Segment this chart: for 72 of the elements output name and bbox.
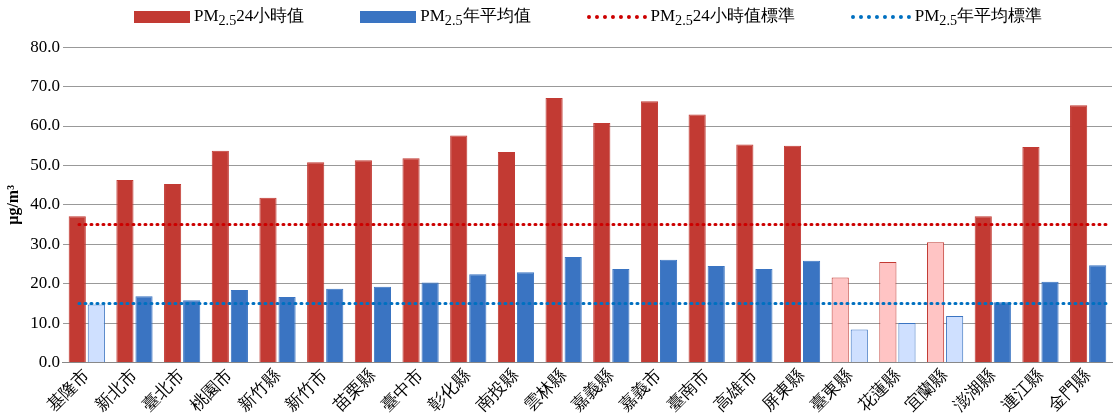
bar	[545, 98, 563, 363]
bar	[402, 158, 420, 363]
bar	[564, 256, 582, 363]
x-tick-label: 新竹縣	[234, 365, 284, 415]
y-tick-label: 20.0	[30, 273, 60, 293]
x-tick-label: 雲林縣	[520, 365, 570, 415]
bar	[230, 289, 248, 363]
bar	[307, 162, 325, 363]
bar	[211, 150, 229, 363]
bar	[68, 216, 86, 363]
bar	[373, 286, 392, 363]
bar	[755, 269, 773, 363]
bar	[164, 183, 182, 363]
x-tick-label: 彰化縣	[424, 365, 475, 415]
bar	[497, 152, 515, 363]
x-tick-label: 連江縣	[996, 365, 1047, 415]
x-tick-label: 金門縣	[1044, 365, 1095, 415]
y-tick-label: 0.0	[38, 351, 60, 371]
y-axis-title: μg/m³	[3, 184, 22, 225]
legend-label: PM$_{2.5}$年平均值	[420, 5, 531, 30]
bar	[803, 260, 821, 363]
x-tick-label: 南投縣	[472, 365, 522, 415]
bar	[593, 122, 611, 363]
bar	[326, 288, 344, 363]
x-tick-label: 嘉義市	[615, 365, 665, 415]
x-tick-label: 宜蘭縣	[901, 365, 952, 415]
bar	[421, 282, 439, 363]
y-tick-label: 40.0	[30, 194, 60, 214]
x-tick-label: 臺中市	[377, 365, 427, 415]
bar	[736, 144, 754, 363]
bar	[450, 135, 468, 363]
x-tick-label: 苗栗縣	[329, 365, 379, 415]
bar	[1022, 146, 1040, 363]
y-tick-label: 60.0	[30, 115, 60, 135]
x-tick-label: 高雄市	[710, 365, 761, 415]
x-tick-label: 新竹市	[281, 365, 332, 415]
x-tick-label: 桃園市	[186, 365, 236, 415]
bar	[469, 274, 487, 363]
bar	[183, 300, 201, 363]
bar	[993, 302, 1011, 363]
x-tick-label: 新北市	[90, 365, 141, 415]
x-tick-label: 嘉義縣	[567, 365, 618, 415]
legend-label: PM$_{2.5}$24小時值	[193, 5, 305, 30]
bar	[707, 265, 725, 363]
bar	[640, 101, 659, 363]
bar	[1089, 265, 1107, 363]
bar	[1041, 281, 1059, 363]
bar	[354, 160, 372, 363]
bar	[1070, 105, 1088, 363]
bar	[659, 259, 678, 363]
x-tick-label: 屏東縣	[758, 365, 809, 415]
y-tick-label: 70.0	[30, 76, 60, 96]
x-tick-label: 花蓮縣	[853, 365, 904, 415]
bar	[516, 272, 535, 363]
bar	[135, 296, 153, 363]
bar	[612, 269, 630, 363]
y-tick-label: 10.0	[30, 312, 60, 332]
legend-label: PM$_{2.5}$年平均標準	[914, 5, 1043, 30]
bar	[278, 297, 296, 363]
bar	[116, 180, 134, 363]
x-tick-label: 臺東縣	[806, 365, 856, 415]
bar	[688, 114, 706, 363]
y-tick-label: 50.0	[30, 154, 60, 174]
x-tick-label: 澎湖縣	[949, 365, 999, 415]
bar	[259, 197, 277, 363]
legend-label: PM$_{2.5}$24小時值標準	[650, 5, 795, 30]
y-tick-label: 30.0	[30, 233, 60, 253]
x-tick-label: 臺北市	[138, 365, 189, 415]
bar	[783, 145, 802, 363]
x-tick-label: 臺南市	[663, 365, 713, 415]
bar	[974, 216, 992, 363]
y-tick-label: 80.0	[30, 36, 60, 56]
